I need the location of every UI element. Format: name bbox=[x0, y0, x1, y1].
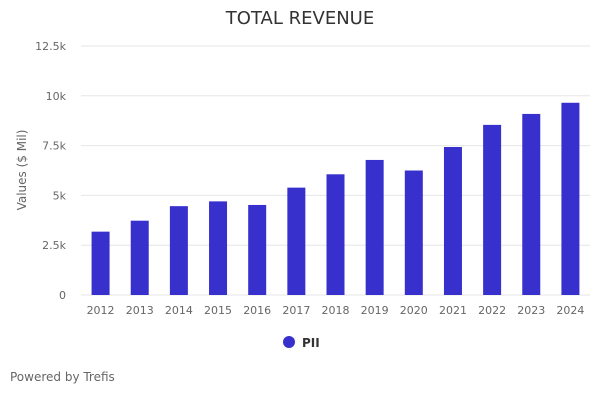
y-tick-label: 12.5k bbox=[35, 40, 66, 53]
bar-2015[interactable] bbox=[209, 201, 228, 295]
y-tick-label: 10k bbox=[46, 90, 67, 103]
x-tick-label: 2020 bbox=[400, 304, 428, 317]
x-tick-label: 2014 bbox=[165, 304, 193, 317]
bar-2020[interactable] bbox=[404, 170, 423, 296]
legend[interactable]: PII bbox=[283, 336, 320, 350]
bar-2012[interactable] bbox=[91, 231, 110, 295]
legend-label-pii[interactable]: PII bbox=[302, 336, 320, 350]
bar-2021[interactable] bbox=[443, 146, 462, 295]
bar-2024[interactable] bbox=[561, 102, 580, 295]
x-tick-label: 2015 bbox=[204, 304, 232, 317]
legend-marker-pii[interactable] bbox=[283, 336, 295, 348]
y-axis-title: Values ($ Mil) bbox=[15, 130, 29, 211]
y-tick-label: 5k bbox=[53, 189, 67, 202]
x-tick-label: 2012 bbox=[87, 304, 115, 317]
bar-2019[interactable] bbox=[365, 159, 384, 295]
x-tick-label: 2023 bbox=[517, 304, 545, 317]
bars bbox=[91, 102, 580, 296]
x-axis-ticks: 2012 2013 2014 2015 2016 2017 2018 2019 2020 2021… bbox=[87, 304, 585, 317]
y-axis-ticks: 0 2.5k 5k 7.5k 10k 12.5k bbox=[35, 40, 66, 302]
x-tick-label: 2013 bbox=[126, 304, 154, 317]
credits-link[interactable]: Powered by Trefis bbox=[10, 370, 115, 384]
y-tick-label: 2.5k bbox=[42, 239, 66, 252]
bar-2013[interactable] bbox=[130, 220, 149, 295]
x-tick-label: 2018 bbox=[322, 304, 350, 317]
bar-2016[interactable] bbox=[248, 204, 267, 295]
x-tick-label: 2021 bbox=[439, 304, 467, 317]
bar-2017[interactable] bbox=[287, 187, 306, 295]
x-tick-label: 2019 bbox=[361, 304, 389, 317]
x-tick-label: 2017 bbox=[282, 304, 310, 317]
y-tick-label: 7.5k bbox=[42, 140, 66, 153]
y-tick-label: 0 bbox=[59, 289, 66, 302]
x-tick-label: 2024 bbox=[556, 304, 584, 317]
bar-2022[interactable] bbox=[483, 124, 502, 295]
x-tick-label: 2022 bbox=[478, 304, 506, 317]
bar-2014[interactable] bbox=[169, 206, 188, 295]
chart-title: TOTAL REVENUE bbox=[225, 8, 374, 29]
x-tick-label: 2016 bbox=[243, 304, 271, 317]
bar-2018[interactable] bbox=[326, 174, 345, 295]
bar-2023[interactable] bbox=[522, 113, 541, 295]
